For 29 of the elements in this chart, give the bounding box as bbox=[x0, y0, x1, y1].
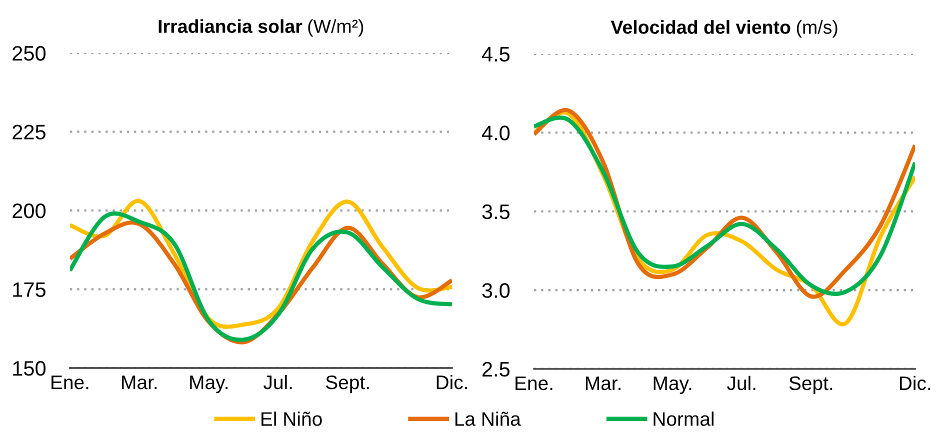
x-tick-label: Dic. bbox=[436, 374, 467, 390]
x-tick-label: Ene. bbox=[516, 376, 552, 390]
y-tick-label: 3.0 bbox=[482, 283, 510, 298]
y-tick-label: 150 bbox=[13, 361, 46, 376]
chart-title: Irradiancia solar bbox=[158, 19, 302, 33]
y-axis-title: (m/s) bbox=[796, 20, 838, 38]
chart-title: Velocidad del viento bbox=[610, 20, 790, 34]
y-tick-label: 2.5 bbox=[482, 362, 510, 377]
y-tick-label: 250 bbox=[12, 46, 46, 61]
y-axis-title: (W/m²) bbox=[308, 19, 364, 37]
y-tick-label: 175 bbox=[13, 282, 46, 298]
x-tick-label: May. bbox=[654, 376, 692, 394]
x-tick-label: Mar. bbox=[586, 376, 620, 390]
x-tick-label: Dic. bbox=[900, 376, 930, 390]
x-tick-label: May. bbox=[190, 376, 228, 394]
y-tick-label: 225 bbox=[12, 124, 46, 140]
x-tick-label: Sept. bbox=[789, 376, 832, 394]
legend-label: La Niña bbox=[455, 412, 521, 426]
x-tick-label: Mar. bbox=[122, 376, 157, 390]
x-tick-label: Jul. bbox=[727, 376, 756, 390]
y-tick-label: 3.5 bbox=[482, 204, 510, 220]
legend-label: El Niño bbox=[262, 412, 322, 426]
legend-label: Normal bbox=[654, 412, 714, 426]
x-tick-label: Sept. bbox=[326, 375, 369, 394]
y-tick-label: 4.0 bbox=[482, 126, 510, 140]
y-tick-label: 200 bbox=[12, 203, 46, 218]
y-tick-label: 4.5 bbox=[482, 47, 510, 62]
x-tick-label: Jul. bbox=[264, 374, 292, 390]
x-tick-label: Ene. bbox=[52, 376, 88, 390]
